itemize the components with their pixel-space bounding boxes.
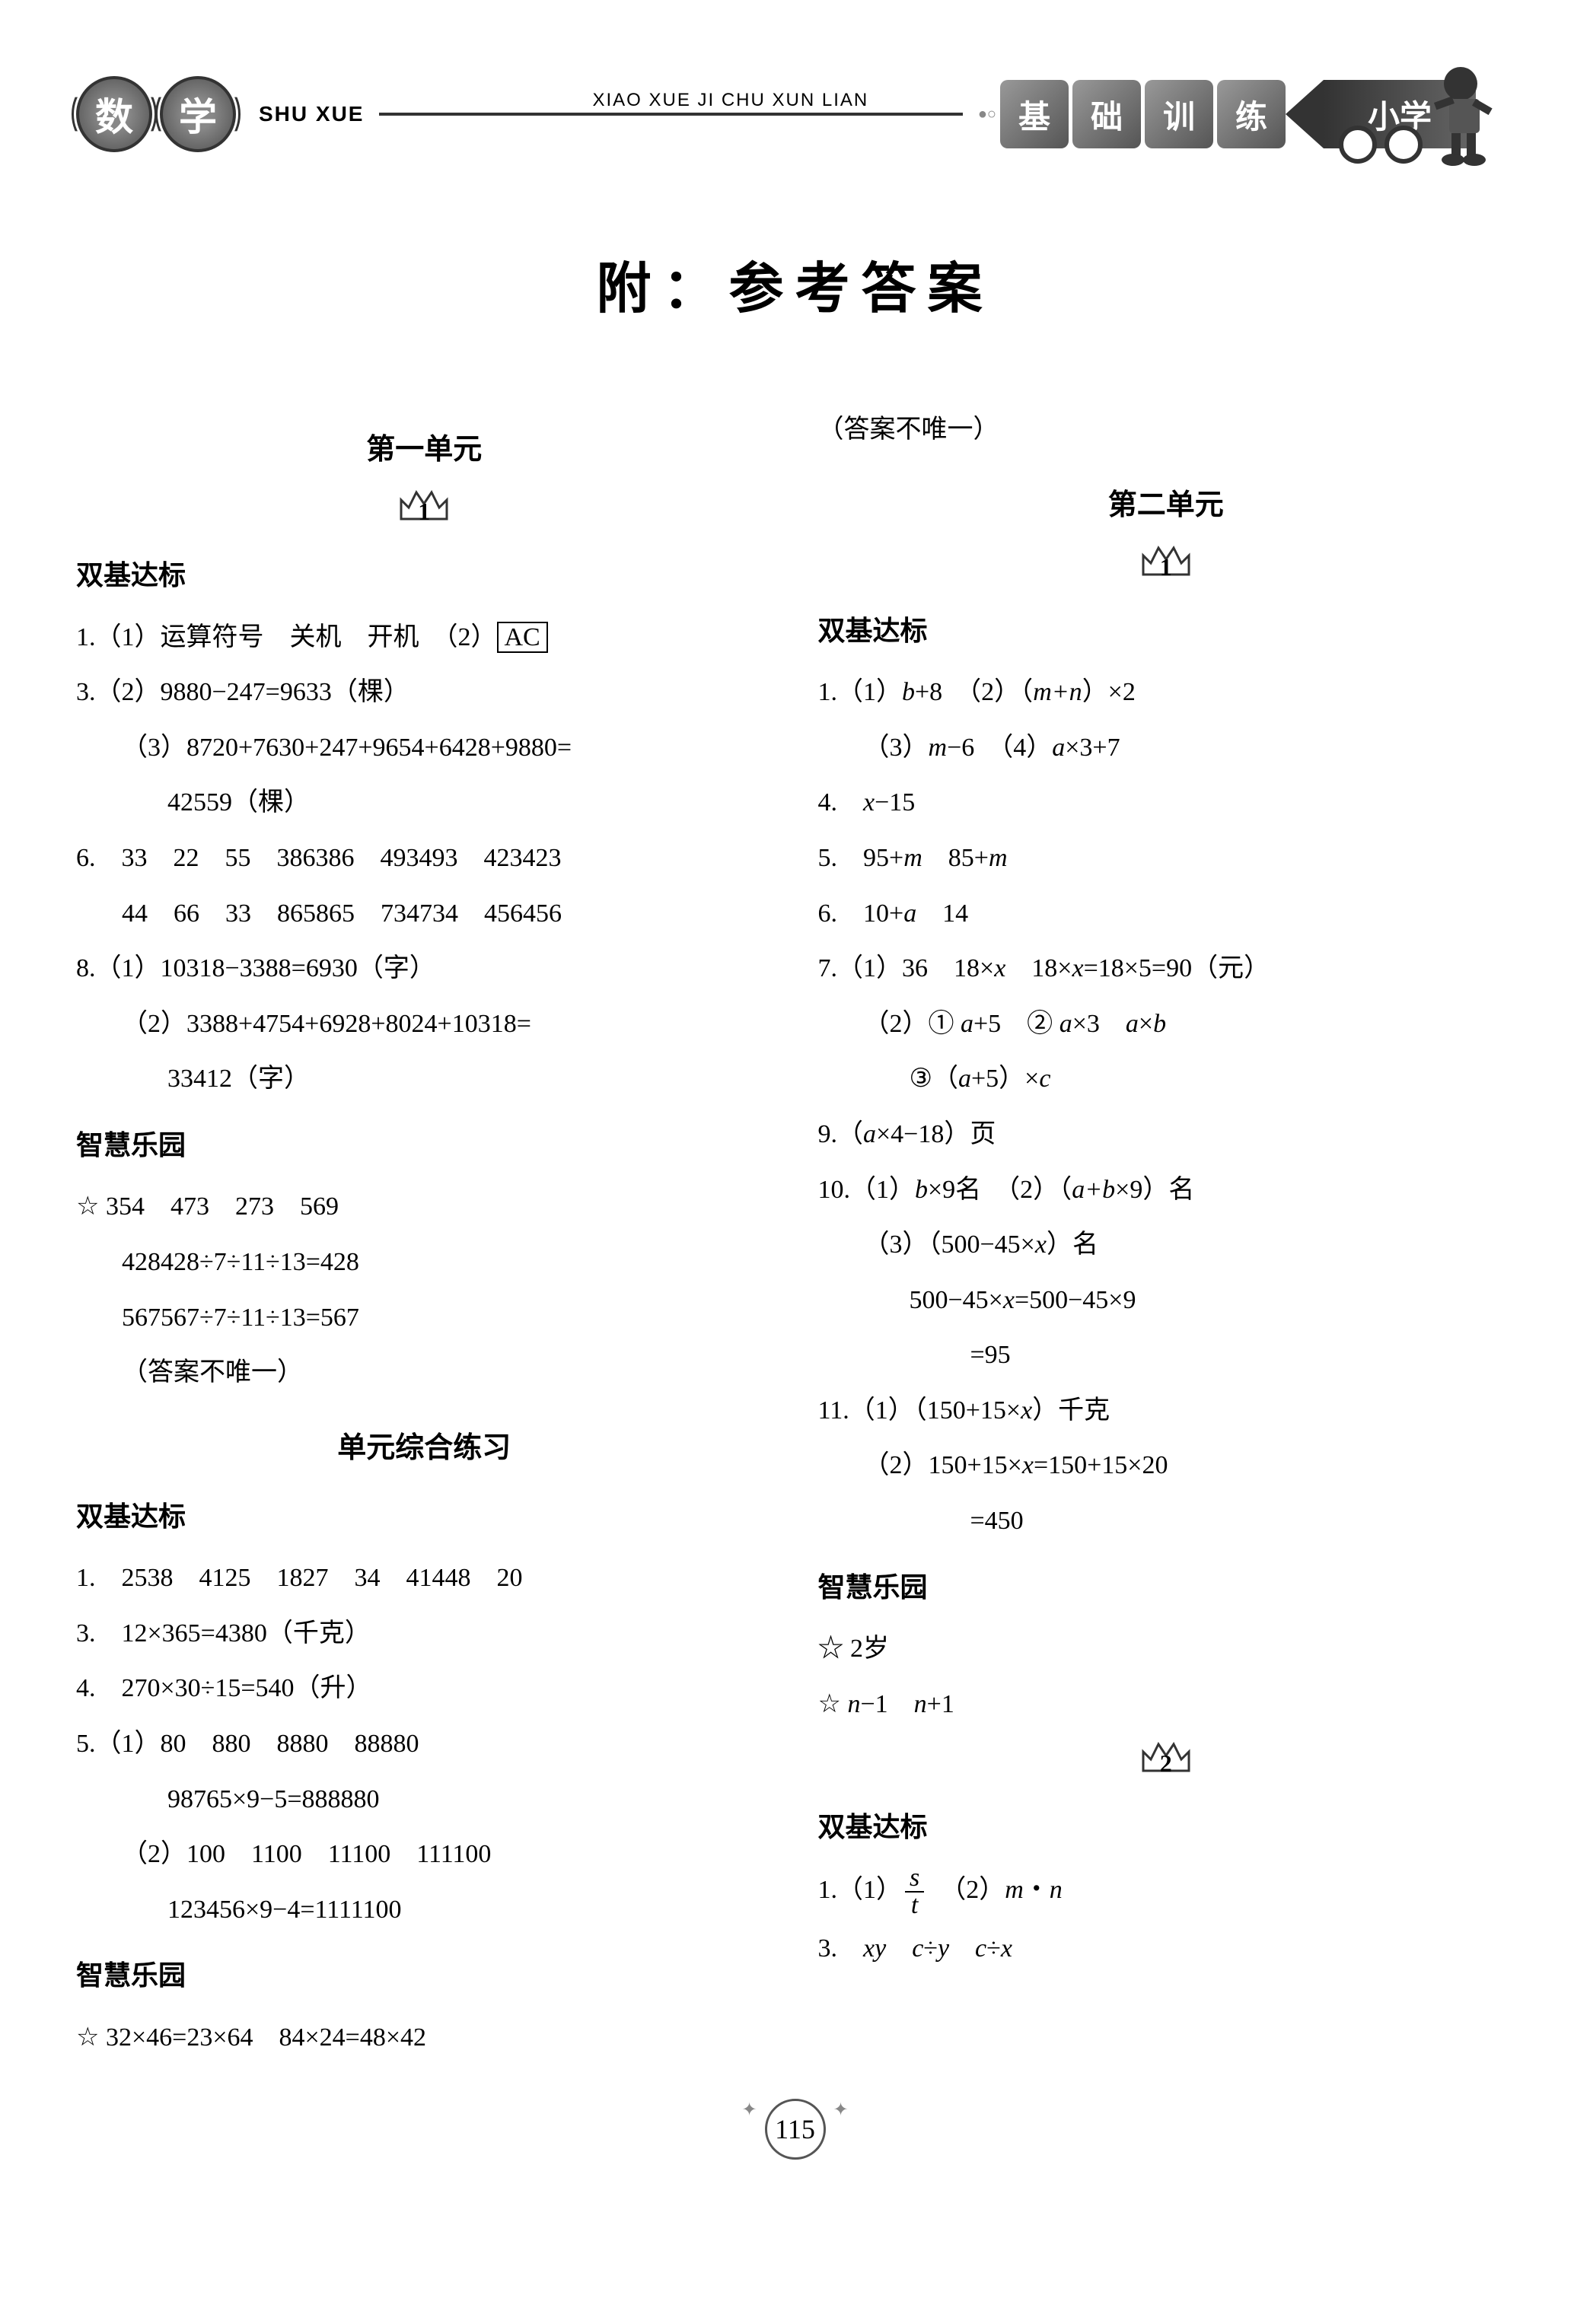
answer-line: 3. 12×365=4380（千克） (76, 1609, 773, 1659)
header-pinyin2: XIAO XUE JI CHU XUN LIAN (592, 90, 868, 111)
answer-line: 1. 2538 4125 1827 34 41448 20 (76, 1554, 773, 1603)
answer-line: 42559（棵） (76, 778, 773, 828)
crown-number: 1 (1160, 544, 1172, 591)
page-number: 115 (765, 2099, 826, 2160)
answer-line: 44 66 33 865865 734734 456456 (76, 890, 773, 939)
answer-line: 98765×9−5=888880 (76, 1775, 773, 1825)
sparkle-icon: ✦ (833, 2099, 849, 2121)
mid-badge-2: 础 (1072, 80, 1141, 148)
answer-line: 7.（1）36 18×x 18×x=18×5=90（元） (818, 944, 1515, 994)
answer-line: 1.（1）运算符号 关机 开机 （2）AC (76, 613, 773, 663)
answer-line: （3）m−6 （4）a×3+7 (818, 724, 1515, 773)
pencil-graphic: 小 学 (1286, 65, 1423, 164)
unit-1-title: 第一单元 (76, 422, 773, 477)
header-mid-badges: ●○ 基 础 训 练 (978, 80, 1286, 148)
section-header: 智慧乐园 (818, 1562, 1515, 1613)
answer-line: 500−45×x=500−45×9 (818, 1276, 1515, 1326)
header-underline: XIAO XUE JI CHU XUN LIAN (379, 113, 962, 116)
page-number-container: ✦ 115 ✦ (76, 2099, 1514, 2160)
answer-line: 428428÷7÷11÷13=428 (76, 1238, 773, 1288)
section-header: 双基达标 (818, 605, 1515, 657)
answer-line: （3）（500−45×x）名 (818, 1221, 1515, 1270)
answer-line: 9.（a×4−18）页 (818, 1110, 1515, 1160)
answer-line: 33412（字） (76, 1055, 773, 1104)
answer-line: 6. 10+a 14 (818, 890, 1515, 939)
answer-line: 3. xy c÷y c÷x (818, 1924, 1515, 1974)
answer-line: 123456×9−4=1111100 (76, 1886, 773, 1935)
wheel-icon (1339, 126, 1377, 164)
badge-xue: 学 (160, 76, 236, 152)
answer-line: 1.（1）st （2）m・n (818, 1865, 1515, 1918)
crown-badge-2: 2 (818, 1737, 1515, 1778)
page-header: 数 学 SHU XUE XIAO XUE JI CHU XUN LIAN ●○ … (76, 46, 1514, 183)
answer-line: 354 473 273 569 (76, 1183, 773, 1232)
crown-badge-1: 1 (76, 485, 773, 527)
answer-line: 32×46=23×64 84×24=48×42 (76, 2014, 773, 2063)
answer-line: 2岁 (818, 1625, 1515, 1674)
wheel-icon (1384, 126, 1423, 164)
section-header: 双基达标 (818, 1801, 1515, 1853)
unit-2-title: 第二单元 (818, 478, 1515, 533)
answer-line: 4. x−15 (818, 778, 1515, 828)
answer-line: （2）3388+4754+6928+8024+10318= (76, 1000, 773, 1049)
answer-line: 4. 270×30÷15=540（升） (76, 1664, 773, 1714)
mid-badge-1: 基 (1000, 80, 1069, 148)
crown-badge-1: 1 (818, 540, 1515, 582)
answer-line: 6. 33 22 55 386386 493493 423423 (76, 834, 773, 883)
boxed-text: AC (497, 622, 548, 653)
header-pinyin1: SHU XUE (259, 102, 364, 126)
left-column: 第一单元 1 双基达标 1.（1）运算符号 关机 开机 （2）AC 3.（2）9… (76, 400, 773, 2068)
fraction: st (905, 1865, 924, 1918)
main-title: 附：参考答案 (76, 244, 1514, 323)
answer-line: （2）① a+5 ② a×3 a×b (818, 1000, 1515, 1049)
section-header: 智慧乐园 (76, 1950, 773, 2001)
unit-practice-title: 单元综合练习 (76, 1421, 773, 1476)
answer-line: （3）8720+7630+247+9654+6428+9880= (76, 724, 773, 773)
right-column: （答案不唯一） 第二单元 1 双基达标 1.（1）b+8 （2）（m+n）×2 … (818, 400, 1515, 2068)
section-header: 双基达标 (76, 1491, 773, 1542)
answer-line: 10.（1）b×9名 （2）（a+b×9）名 (818, 1166, 1515, 1215)
section-header: 双基达标 (76, 549, 773, 601)
badge-shu: 数 (76, 76, 152, 152)
mid-badge-3: 训 (1145, 80, 1213, 148)
pencil-tip-icon (1286, 80, 1324, 148)
answer-line: =450 (818, 1497, 1515, 1546)
answer-line: 567567÷7÷11÷13=567 (76, 1294, 773, 1343)
mid-badge-4: 练 (1217, 80, 1286, 148)
answer-line: （答案不唯一） (76, 1348, 773, 1398)
content-columns: 第一单元 1 双基达标 1.（1）运算符号 关机 开机 （2）AC 3.（2）9… (76, 400, 1514, 2068)
answer-line: n−1 n+1 (818, 1680, 1515, 1730)
answer-line: =95 (818, 1331, 1515, 1380)
answer-line: 1.（1）b+8 （2）（m+n）×2 (818, 668, 1515, 718)
answer-line: 5.（1）80 880 8880 88880 (76, 1720, 773, 1769)
answer-line: （2）100 1100 11100 111100 (76, 1830, 773, 1880)
answer-line: 8.（1）10318−3388=6930（字） (76, 944, 773, 994)
section-header: 智慧乐园 (76, 1119, 773, 1171)
answer-line: （2）150+15×x=150+15×20 (818, 1441, 1515, 1491)
answer-line: 11.（1）（150+15×x）千克 (818, 1386, 1515, 1436)
crown-number: 2 (1160, 1740, 1172, 1787)
answer-line: 3.（2）9880−247=9633（棵） (76, 668, 773, 718)
header-badges: 数 学 SHU XUE (76, 76, 364, 152)
answer-line: 5. 95+m 85+m (818, 834, 1515, 883)
crown-number: 1 (418, 489, 430, 535)
cartoon-character-icon (1423, 61, 1514, 167)
answer-line: （答案不唯一） (818, 406, 1515, 455)
sparkle-icon: ✦ (742, 2099, 757, 2121)
answer-line: ③（a+5）×c (818, 1055, 1515, 1104)
